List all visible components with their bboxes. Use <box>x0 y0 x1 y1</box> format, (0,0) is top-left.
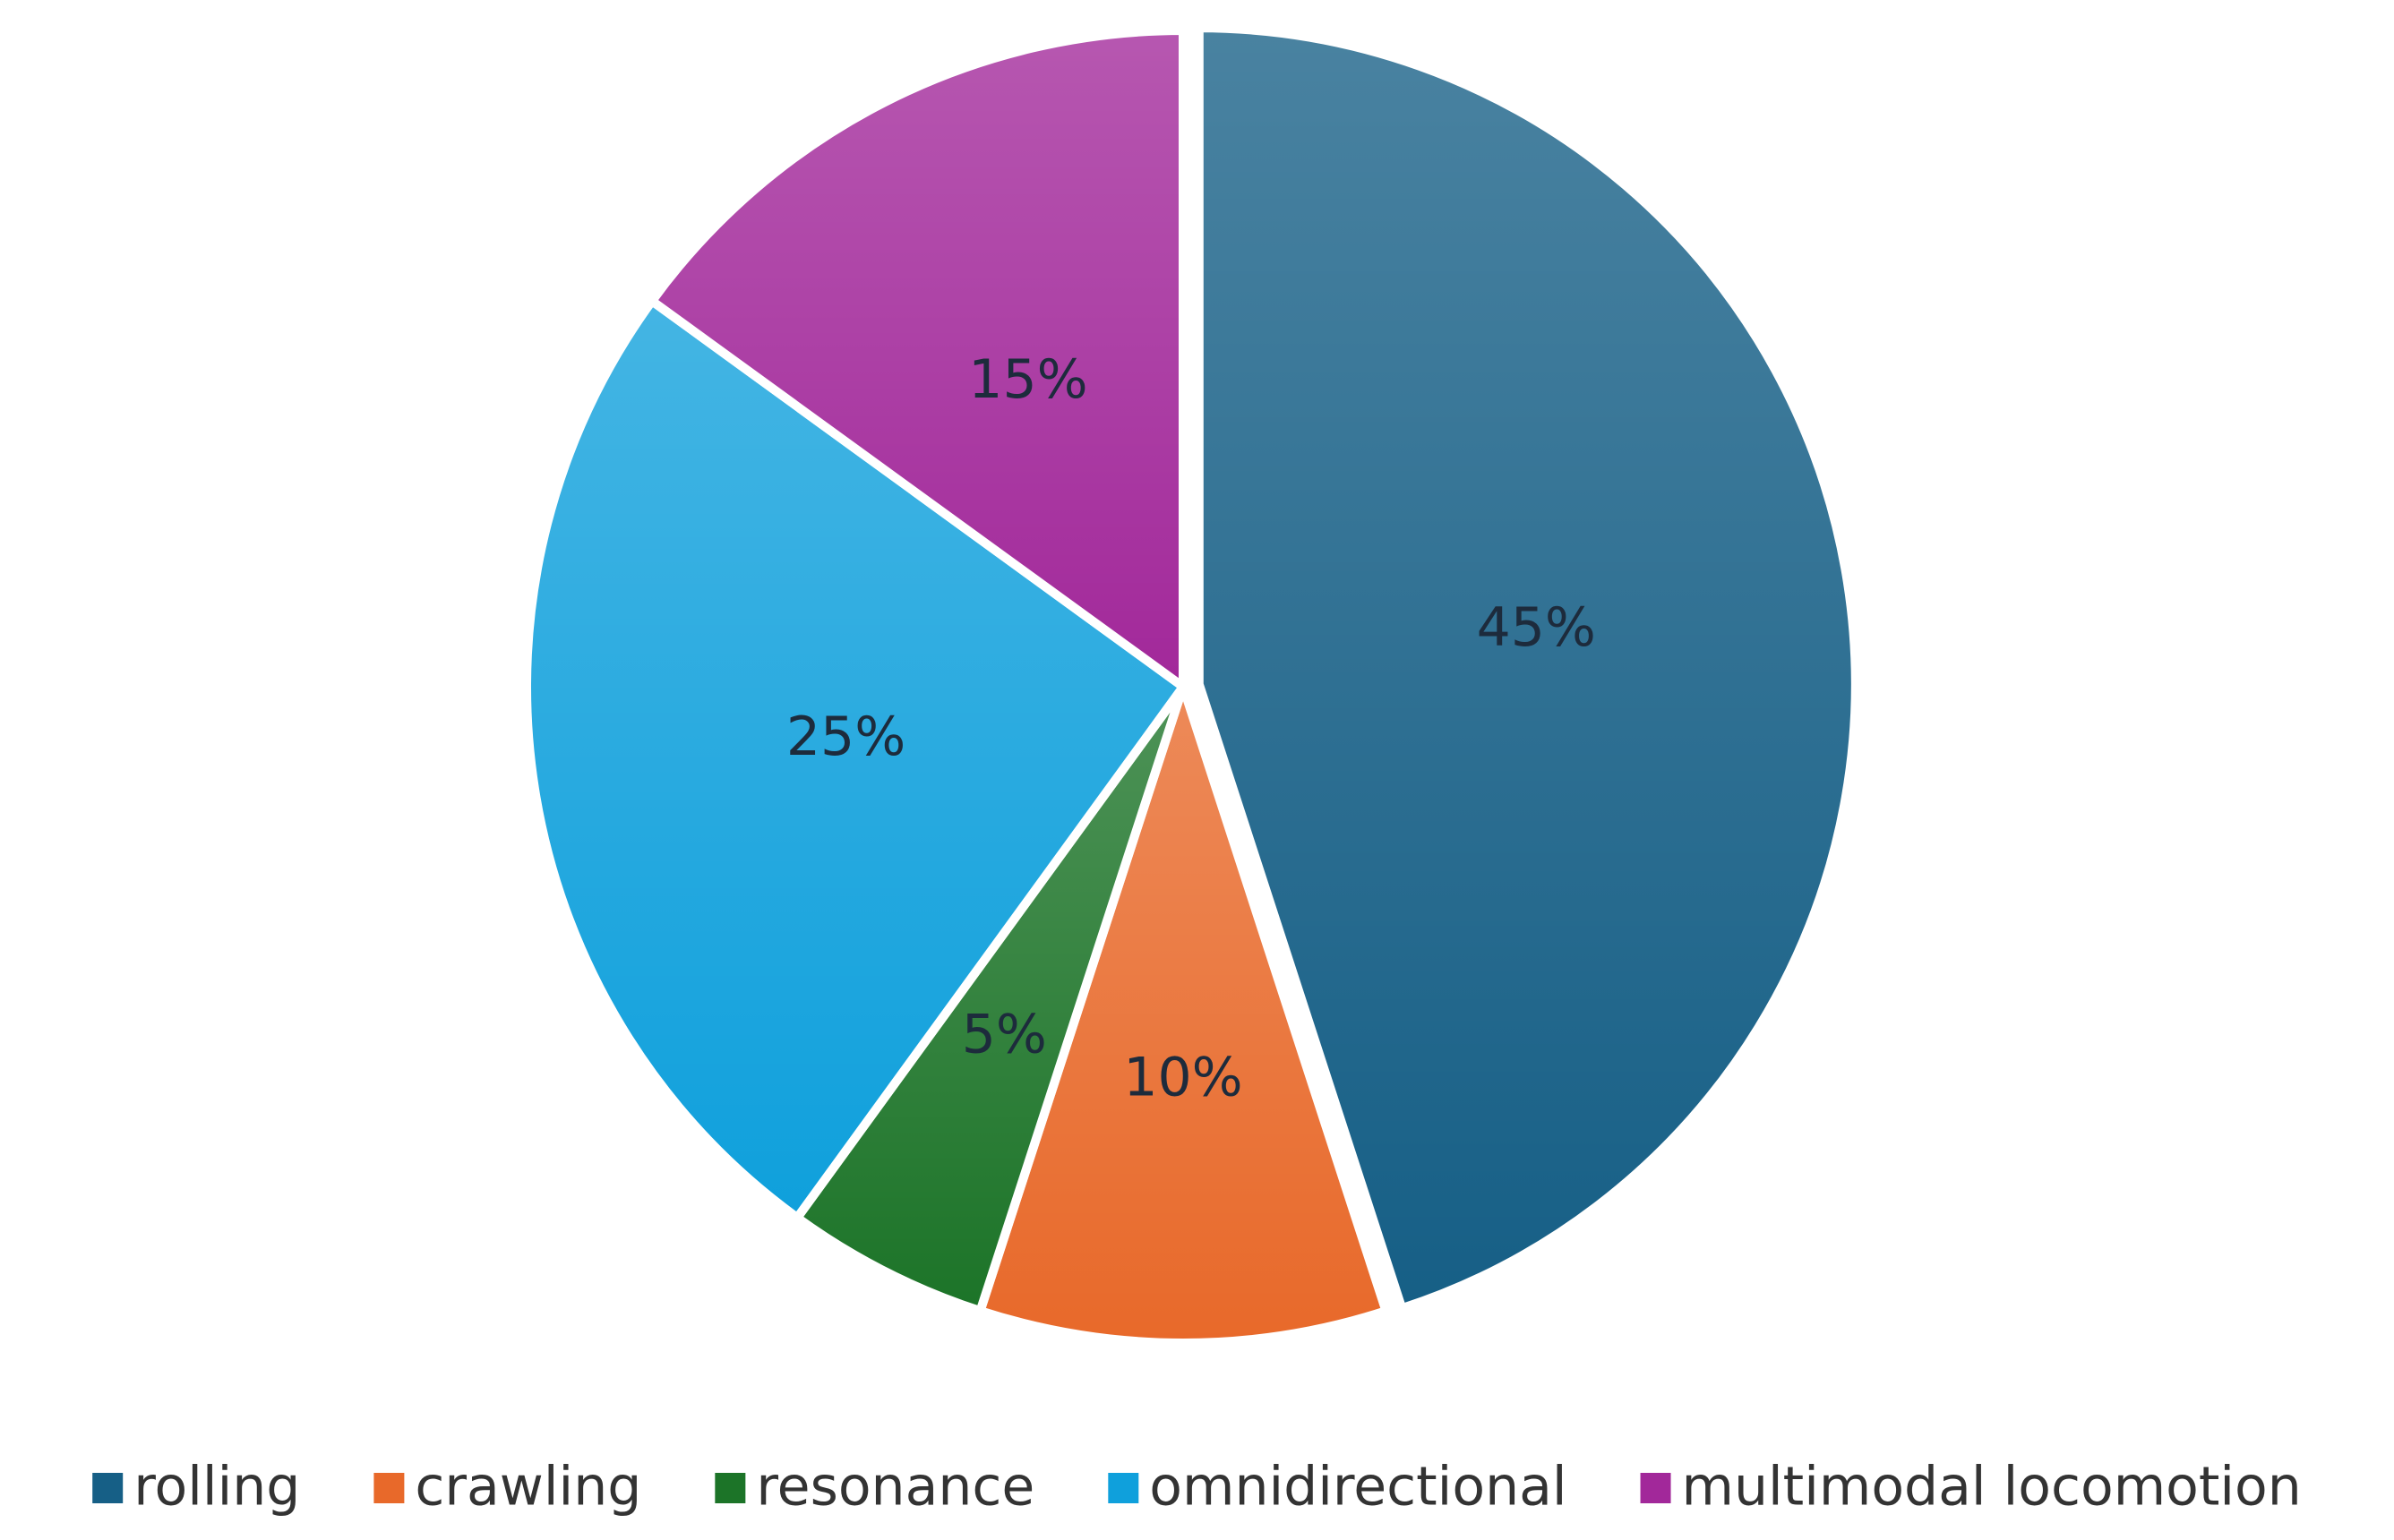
slice-shade <box>1198 28 1856 1309</box>
slice-shade <box>527 301 1183 1219</box>
slice-shade <box>651 30 1183 687</box>
data-label: 15% <box>968 348 1087 411</box>
data-label: 10% <box>1123 1046 1242 1108</box>
data-label: 5% <box>962 1003 1047 1065</box>
slice-shade <box>797 687 1183 1312</box>
legend-label: multimodal locomotion <box>1682 1456 2302 1519</box>
legend-swatch <box>715 1473 746 1503</box>
pie: 45% 10% 5% 25% 15% <box>522 23 1860 1348</box>
slice-shade <box>980 687 1386 1343</box>
legend: rolling crawling resonance omnidirectional m… <box>92 1456 2302 1519</box>
legend-label: resonance <box>756 1456 1034 1519</box>
legend-swatch <box>1108 1473 1139 1503</box>
legend-label: crawling <box>415 1456 641 1519</box>
legend-swatch <box>373 1473 405 1503</box>
legend-swatch <box>92 1473 124 1503</box>
legend-label: omnidirectional <box>1149 1456 1566 1519</box>
legend-label: rolling <box>133 1456 300 1519</box>
legend-swatch <box>1640 1473 1671 1503</box>
data-label: 25% <box>786 706 905 768</box>
data-label: 45% <box>1477 596 1596 659</box>
